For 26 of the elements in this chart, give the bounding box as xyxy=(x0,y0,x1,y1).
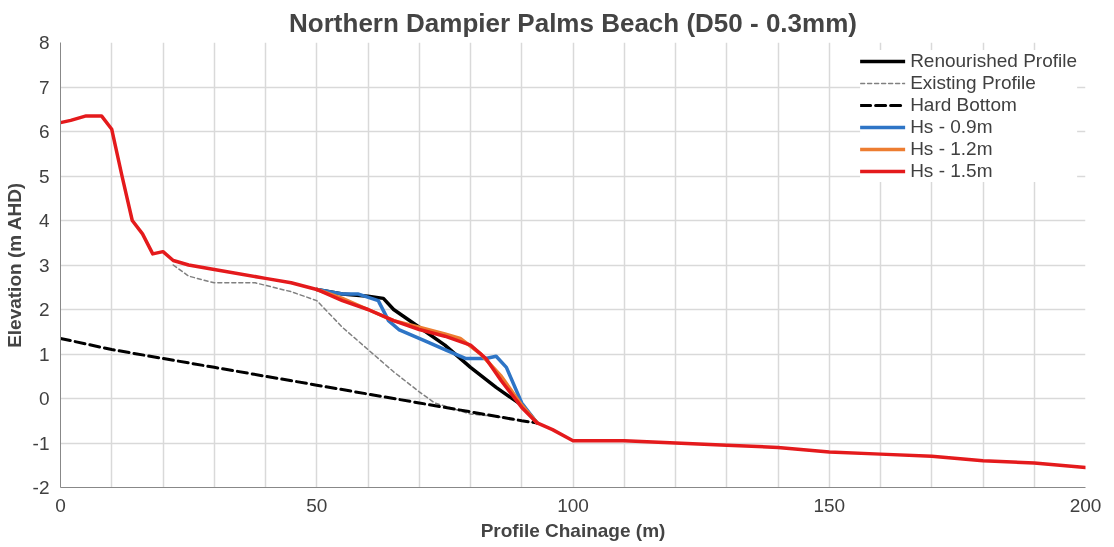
y-tick-label: -1 xyxy=(32,432,50,454)
y-tick-label: 1 xyxy=(38,343,50,365)
x-tick-label: 50 xyxy=(306,494,328,516)
legend-label: Existing Profile xyxy=(910,72,1036,94)
y-tick-label: 0 xyxy=(38,388,50,409)
y-tick-label: 5 xyxy=(38,165,50,187)
legend-label: Hard Bottom xyxy=(910,94,1017,116)
x-tick-label: 200 xyxy=(1069,494,1102,516)
legend-label: Hs - 1.5m xyxy=(910,160,993,182)
y-tick-label: 3 xyxy=(38,254,50,276)
x-tick-label: 100 xyxy=(557,494,589,516)
legend-label: Hs - 1.2m xyxy=(910,138,993,160)
y-tick-label: 7 xyxy=(38,76,50,98)
y-tick-label: 6 xyxy=(38,121,50,142)
x-tick-label: 0 xyxy=(55,494,66,516)
y-tick-label: 2 xyxy=(38,299,50,320)
legend-label: Hs - 0.9m xyxy=(910,116,993,138)
y-tick-label: -2 xyxy=(32,477,50,498)
x-tick-label: 150 xyxy=(813,494,846,516)
line-series xyxy=(60,114,1086,470)
chart-title: Northern Dampier Palms Beach (D50 - 0.3mm) xyxy=(289,7,857,38)
x-axis-title: Profile Chainage (m) xyxy=(480,519,666,541)
y-tick-label: 4 xyxy=(38,210,50,231)
y-tick-label: 8 xyxy=(38,32,50,53)
legend-label: Renourished Profile xyxy=(910,50,1077,72)
y-axis-title: Elevation (m AHD) xyxy=(3,182,25,348)
